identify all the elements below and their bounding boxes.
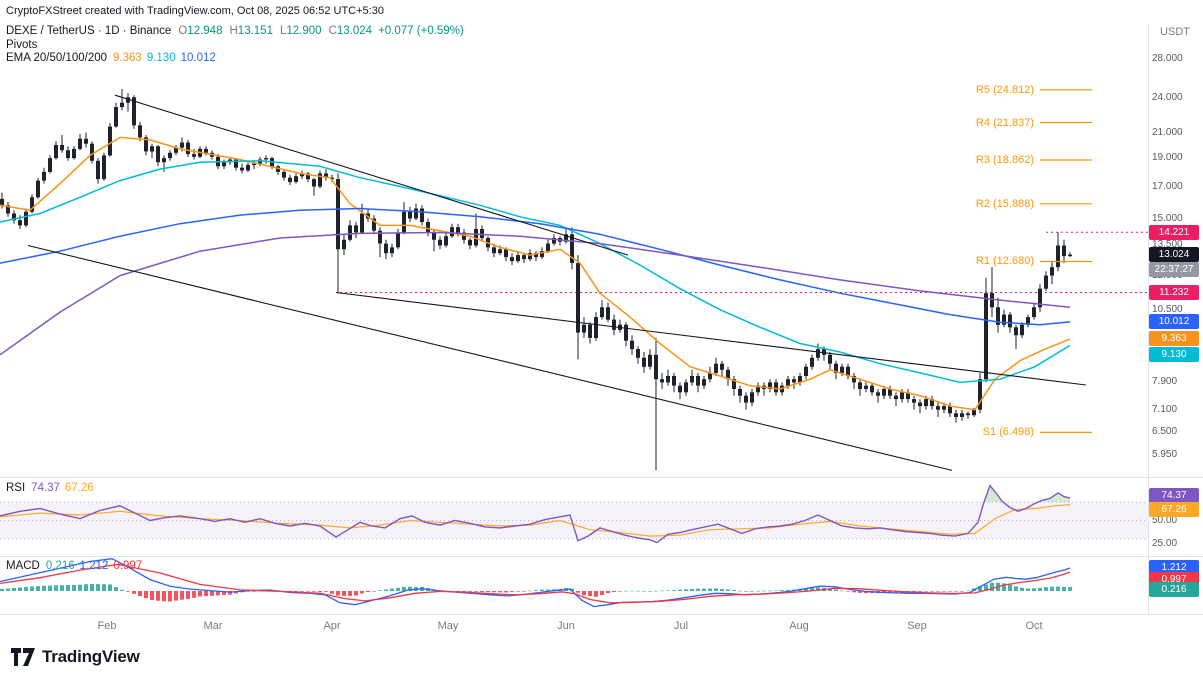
macd-hist-value: 0.216 bbox=[45, 560, 75, 572]
macd-signal-value: 0.997 bbox=[113, 560, 143, 572]
rsi-band bbox=[0, 502, 1148, 539]
tradingview-logo-text: TradingView bbox=[42, 647, 140, 666]
change-value: +0.077 (+0.59%) bbox=[378, 25, 464, 37]
tradingview-logo-icon bbox=[11, 648, 35, 666]
ema-50-line bbox=[0, 160, 1071, 384]
price-pane[interactable] bbox=[0, 89, 1148, 471]
chart-legend: DEXE / TetherUS · 1D · Binance O12.948 H13… bbox=[6, 25, 464, 66]
ema20-value: 9.363 bbox=[113, 52, 142, 64]
rsi-label: RSI bbox=[6, 482, 26, 494]
macd-label: MACD bbox=[6, 560, 40, 572]
close-value: 13.024 bbox=[336, 25, 373, 37]
ema-200-line bbox=[0, 231, 1071, 356]
high-value: 13.151 bbox=[237, 25, 273, 37]
tradingview-logo[interactable]: TradingView bbox=[10, 647, 140, 667]
macd-line bbox=[0, 558, 1071, 608]
trendline bbox=[27, 244, 953, 471]
trendline bbox=[335, 291, 1087, 386]
ema-label: EMA 20/50/100/200 bbox=[6, 52, 108, 64]
low-label: L bbox=[279, 25, 287, 37]
rsi-line bbox=[0, 484, 1071, 544]
attribution-text: CryptoFXStreet created with TradingView.… bbox=[6, 5, 384, 17]
macd-legend-row[interactable]: MACD 0.216 1.212 0.997 bbox=[6, 560, 142, 572]
low-value: 12.900 bbox=[286, 25, 322, 37]
ema-20-line bbox=[0, 136, 1071, 411]
rsi-ma-value: 67.26 bbox=[64, 482, 94, 494]
rsi-legend-row[interactable]: RSI 74.37 67.26 bbox=[6, 482, 94, 494]
macd-signal-line bbox=[0, 563, 1071, 604]
rsi-value: 74.37 bbox=[31, 482, 60, 494]
candlestick-series bbox=[0, 89, 1072, 471]
trendline bbox=[114, 94, 629, 256]
rsi-overbought-fill bbox=[983, 485, 1070, 503]
open-value: 12.948 bbox=[187, 25, 223, 37]
pivots-legend-row[interactable]: Pivots bbox=[6, 39, 464, 53]
open-label: O bbox=[178, 25, 188, 37]
high-label: H bbox=[229, 25, 238, 37]
close-label: C bbox=[328, 25, 337, 37]
pivots-label: Pivots bbox=[6, 38, 38, 51]
currency-label: USDT bbox=[1160, 26, 1190, 38]
macd-pane[interactable] bbox=[0, 558, 1072, 608]
ema-100-line bbox=[0, 207, 1071, 326]
symbol-legend-row[interactable]: DEXE / TetherUS · 1D · Binance O12.948 H13… bbox=[6, 25, 464, 39]
ema100-value: 10.012 bbox=[180, 52, 216, 64]
ema-legend-row[interactable]: EMA 20/50/100/200 9.363 9.130 10.012 bbox=[6, 52, 464, 66]
rsi-pane[interactable] bbox=[0, 484, 1148, 557]
symbol-title: DEXE / TetherUS · 1D · Binance bbox=[6, 25, 172, 37]
macd-value: 1.212 bbox=[79, 560, 109, 572]
ema50-value: 9.130 bbox=[146, 52, 176, 64]
